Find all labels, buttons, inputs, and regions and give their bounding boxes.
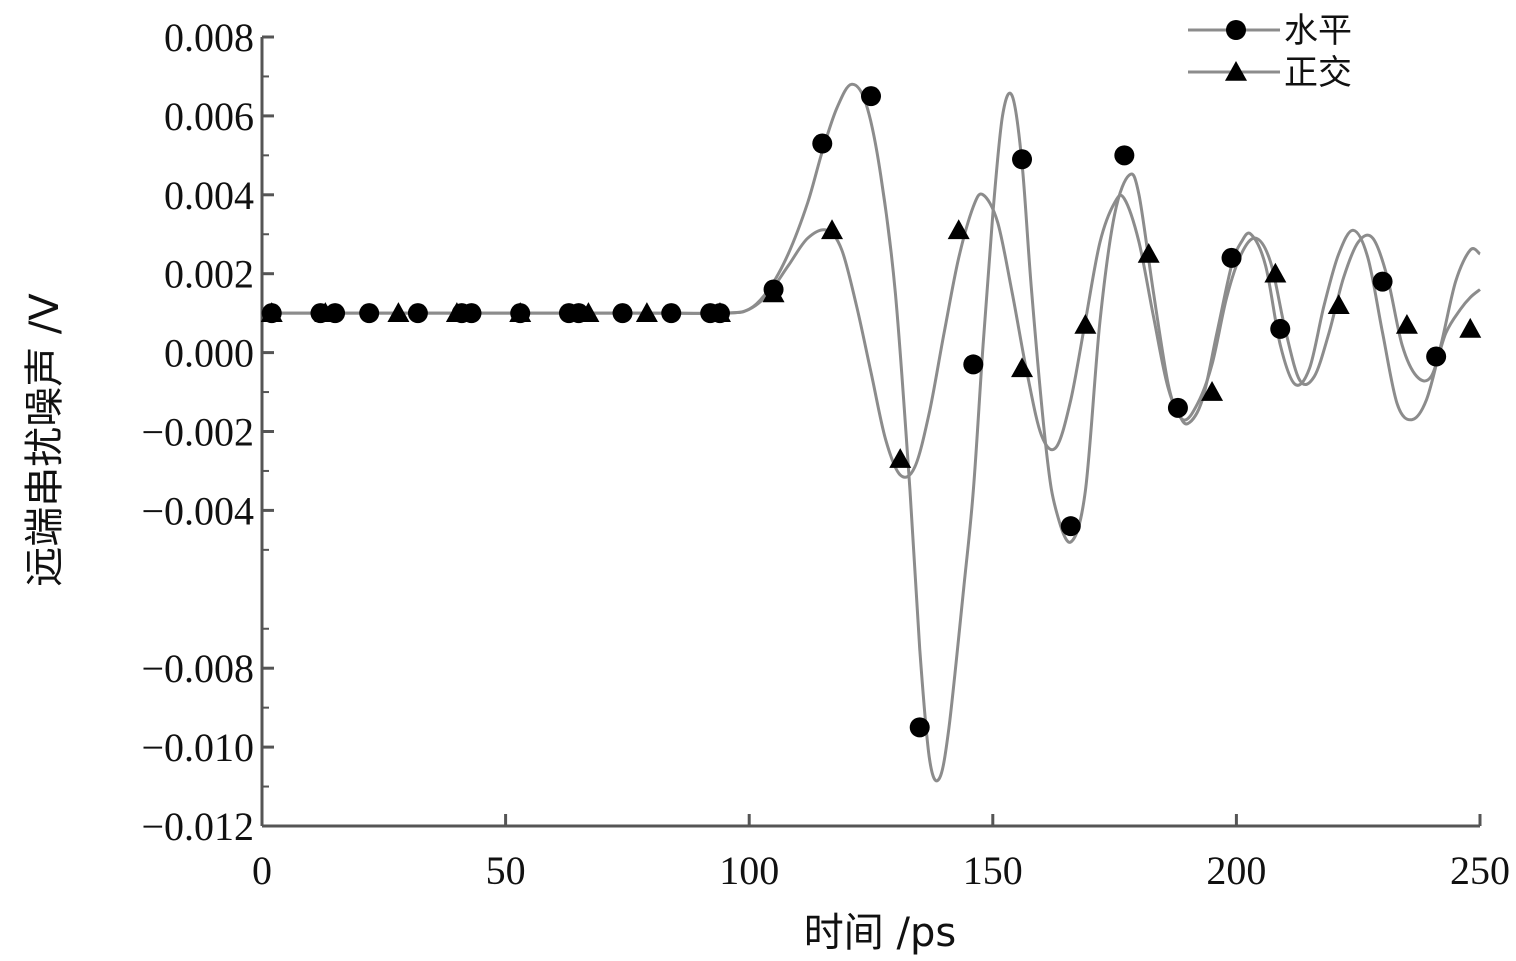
x-tick-label: 150	[963, 848, 1023, 893]
data-point	[1114, 145, 1135, 166]
axes	[260, 37, 1480, 828]
series-1-markers	[261, 86, 1447, 738]
x-tick-label: 0	[252, 848, 272, 893]
data-point	[1012, 149, 1033, 170]
y-tick-label: −0.002	[141, 410, 254, 455]
y-tick-label: −0.004	[141, 488, 254, 533]
y-tick-label: 0.006	[164, 94, 254, 139]
data-point	[1426, 346, 1447, 367]
legend-label: 正交	[1284, 53, 1352, 93]
data-point	[889, 448, 912, 468]
y-ticks: 0.008 0.006 0.004 0.002 0.000 −0.002 −0.004 −0.…	[141, 15, 274, 849]
data-point	[1137, 242, 1160, 263]
data-point	[821, 219, 844, 240]
legend-marker	[1225, 61, 1247, 81]
series-layer	[260, 82, 1482, 783]
y-tick-label: −0.008	[141, 646, 254, 691]
data-point	[1395, 313, 1418, 334]
data-point	[708, 302, 731, 322]
legend-label: 水平	[1284, 11, 1352, 51]
data-point	[1011, 357, 1034, 378]
series-2-markers	[260, 219, 1482, 468]
data-point	[1167, 397, 1188, 418]
x-tick-label: 200	[1206, 848, 1266, 893]
x-tick-label: 50	[486, 848, 526, 893]
data-point	[1060, 516, 1081, 537]
data-point	[661, 303, 682, 324]
data-point	[445, 302, 468, 322]
y-tick-label: −0.012	[141, 804, 254, 849]
y-tick-label: 0.000	[164, 331, 254, 376]
data-point	[1221, 247, 1242, 268]
legend-item: 水平	[1188, 11, 1352, 51]
data-point	[1074, 313, 1097, 334]
x-ticks: 0 50 100 150 200 250	[252, 814, 1510, 893]
data-point	[1201, 381, 1224, 401]
series-1	[261, 82, 1481, 783]
y-tick-label: 0.004	[164, 173, 254, 218]
y-tick-label: −0.010	[141, 725, 254, 770]
data-point	[947, 219, 970, 240]
data-point	[359, 303, 380, 324]
data-point	[577, 302, 600, 322]
data-point	[509, 302, 532, 322]
data-point	[963, 354, 984, 375]
data-point	[1270, 318, 1291, 339]
series-2	[261, 192, 1481, 479]
data-point	[1327, 294, 1350, 315]
data-point	[861, 86, 881, 107]
data-point	[387, 302, 410, 322]
data-point	[461, 303, 482, 324]
x-tick-label: 100	[719, 848, 779, 893]
legend-item: 正交	[1188, 53, 1352, 93]
x-axis-title: 时间 /ps	[804, 910, 956, 956]
series-line	[261, 82, 1481, 783]
data-point	[1264, 262, 1287, 283]
data-point	[635, 302, 658, 322]
x-tick-label: 250	[1450, 848, 1510, 893]
data-point	[812, 133, 833, 154]
data-point	[407, 303, 428, 324]
y-axis-title: 远端串扰噪声 /V	[22, 293, 68, 587]
y-tick-label: 0.008	[164, 15, 254, 60]
y-tick-label: 0.002	[164, 252, 254, 297]
data-point	[1459, 317, 1482, 338]
data-point	[612, 303, 633, 324]
data-point	[314, 302, 337, 322]
data-point	[762, 282, 785, 303]
data-point	[260, 302, 283, 322]
series-line	[261, 192, 1481, 479]
data-point	[909, 717, 930, 738]
legend-marker	[1226, 20, 1246, 40]
data-point	[1372, 271, 1393, 292]
